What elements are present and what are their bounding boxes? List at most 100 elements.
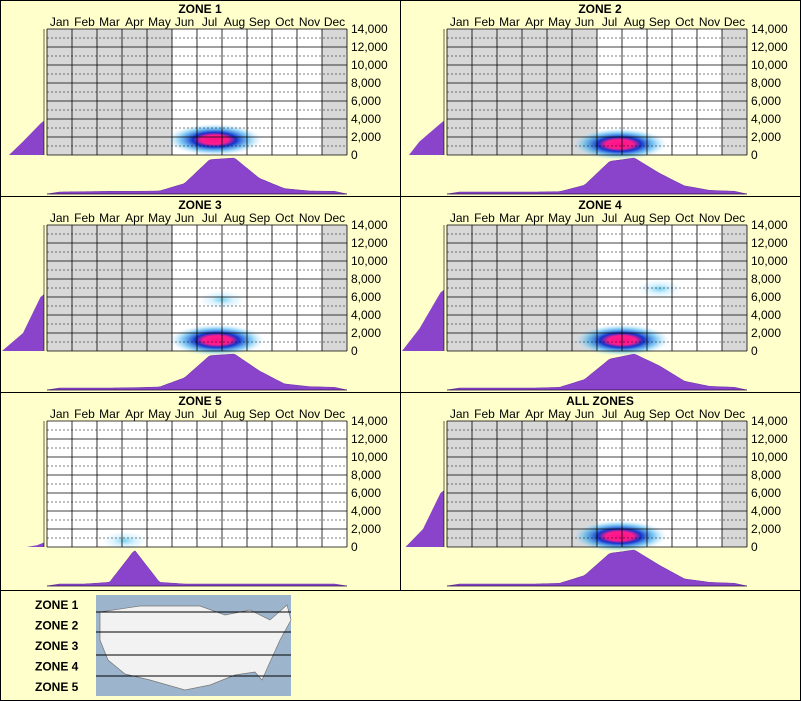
elevation-tick-label: 6,000: [351, 486, 381, 500]
month-tick-label: Dec: [724, 211, 745, 225]
month-tick-label: Aug: [224, 407, 245, 421]
month-tick-label: Jul: [202, 211, 217, 225]
panel-title: ZONE 1: [178, 2, 222, 16]
month-tick-label: May: [548, 15, 571, 29]
zone-legend: ZONE 1 ZONE 2 ZONE 3 ZONE 4 ZONE 5: [35, 595, 292, 696]
elevation-tick-label: 10,000: [351, 254, 388, 268]
month-tick-label: Aug: [224, 15, 245, 29]
month-tick-label: May: [548, 407, 571, 421]
month-tick-label: Jun: [175, 15, 194, 29]
elevation-tick-label: 8,000: [751, 468, 781, 482]
elevation-tick-label: 10,000: [751, 254, 788, 268]
month-distribution-area: [446, 353, 748, 391]
elevation-tick-label: 2,000: [351, 326, 381, 340]
elevation-tick-label: 12,000: [351, 236, 388, 250]
zone-panel: ZONE 1 Jan Feb Mar Apr May Jun Jul Aug Sep Oct Nov D…: [9, 2, 388, 195]
elevation-tick-label: 8,000: [751, 272, 781, 286]
shaded-month-column: [97, 29, 122, 155]
elevation-tick-label: 14,000: [751, 414, 788, 428]
zone-panel: ZONE 2 Jan Feb Mar Apr May Jun Jul Aug Sep Oct Nov D…: [409, 2, 788, 195]
month-tick-label: Jun: [575, 15, 594, 29]
month-tick-label: Mar: [499, 407, 520, 421]
month-tick-label: Feb: [74, 15, 95, 29]
month-tick-label: Jul: [202, 407, 217, 421]
month-tick-label: Oct: [275, 407, 294, 421]
zone-legend-label: ZONE 5: [35, 680, 79, 694]
month-tick-label: Nov: [699, 15, 720, 29]
zone-panel: ZONE 5 Jan Feb Mar Apr May Jun Jul Aug Sep Oct Nov D…: [26, 394, 388, 587]
month-tick-label: Sep: [649, 407, 671, 421]
shaded-month-column: [722, 29, 747, 155]
month-tick-label: Nov: [299, 15, 320, 29]
month-tick-label: Oct: [275, 211, 294, 225]
zone-panel: ALL ZONES Jan Feb Mar Apr May Jun Jul Aug Sep Oct N…: [405, 394, 788, 587]
month-tick-label: Mar: [499, 211, 520, 225]
month-tick-label: Mar: [99, 407, 120, 421]
month-tick-label: Apr: [525, 407, 544, 421]
month-tick-label: Jul: [602, 15, 617, 29]
elevation-tick-label: 4,000: [351, 504, 381, 518]
month-tick-label: Jan: [450, 211, 469, 225]
shaded-month-column: [522, 421, 547, 547]
month-tick-label: Oct: [675, 211, 694, 225]
month-tick-label: Feb: [74, 211, 95, 225]
month-tick-label: May: [548, 211, 571, 225]
month-tick-label: Dec: [724, 15, 745, 29]
month-tick-label: Oct: [675, 407, 694, 421]
month-tick-label: Dec: [324, 407, 345, 421]
month-distribution-area: [446, 157, 748, 195]
elevation-tick-label: 14,000: [351, 218, 388, 232]
panel-title: ZONE 2: [578, 2, 622, 16]
shaded-month-column: [522, 29, 547, 155]
elevation-distribution-area: [405, 490, 444, 547]
month-tick-label: Jan: [50, 15, 69, 29]
month-tick-label: Jan: [450, 407, 469, 421]
month-tick-label: Jan: [450, 15, 469, 29]
elevation-tick-label: 4,000: [751, 308, 781, 322]
zone-legend-label: ZONE 4: [35, 660, 79, 674]
us-map-land: [99, 604, 292, 691]
elevation-tick-label: 14,000: [751, 218, 788, 232]
month-tick-label: Dec: [324, 15, 345, 29]
elevation-tick-label: 2,000: [751, 130, 781, 144]
elevation-distribution-area: [2, 294, 44, 351]
month-tick-label: Apr: [525, 211, 544, 225]
elevation-tick-label: 0: [351, 148, 358, 162]
elevation-tick-label: 2,000: [751, 522, 781, 536]
month-tick-label: Apr: [125, 211, 144, 225]
elevation-tick-label: 4,000: [351, 308, 381, 322]
elevation-tick-label: 8,000: [351, 76, 381, 90]
month-tick-label: Oct: [275, 15, 294, 29]
month-distribution-area: [446, 549, 748, 587]
panel-title: ZONE 3: [178, 198, 222, 212]
elevation-tick-label: 6,000: [351, 94, 381, 108]
elevation-tick-label: 6,000: [751, 94, 781, 108]
zone-legend-label: ZONE 1: [35, 598, 79, 612]
month-tick-label: Oct: [675, 15, 694, 29]
density-hotspot: [571, 128, 668, 161]
month-tick-label: Feb: [474, 407, 495, 421]
panel-title: ZONE 4: [578, 198, 622, 212]
panel-title: ALL ZONES: [566, 394, 634, 408]
month-tick-label: Apr: [125, 15, 144, 29]
zone-panel: ZONE 3 Jan Feb Mar Apr May Jun Jul Aug Sep Oct Nov D…: [2, 198, 388, 391]
month-tick-label: May: [148, 15, 171, 29]
density-hotspot: [166, 123, 263, 156]
month-tick-label: Jun: [175, 407, 194, 421]
month-tick-label: Jan: [50, 211, 69, 225]
elevation-tick-label: 8,000: [751, 76, 781, 90]
zone-legend-label: ZONE 3: [35, 639, 79, 653]
month-tick-label: Mar: [499, 15, 520, 29]
month-tick-label: Jun: [575, 407, 594, 421]
month-tick-label: Sep: [249, 15, 271, 29]
density-hotspot: [102, 531, 147, 550]
elevation-tick-label: 6,000: [351, 290, 381, 304]
shaded-month-column: [497, 29, 522, 155]
month-tick-label: Feb: [474, 211, 495, 225]
elevation-distribution-area: [26, 542, 44, 547]
elevation-tick-label: 6,000: [751, 486, 781, 500]
month-tick-label: Mar: [99, 15, 120, 29]
elevation-tick-label: 8,000: [351, 272, 381, 286]
shaded-month-column: [722, 225, 747, 351]
